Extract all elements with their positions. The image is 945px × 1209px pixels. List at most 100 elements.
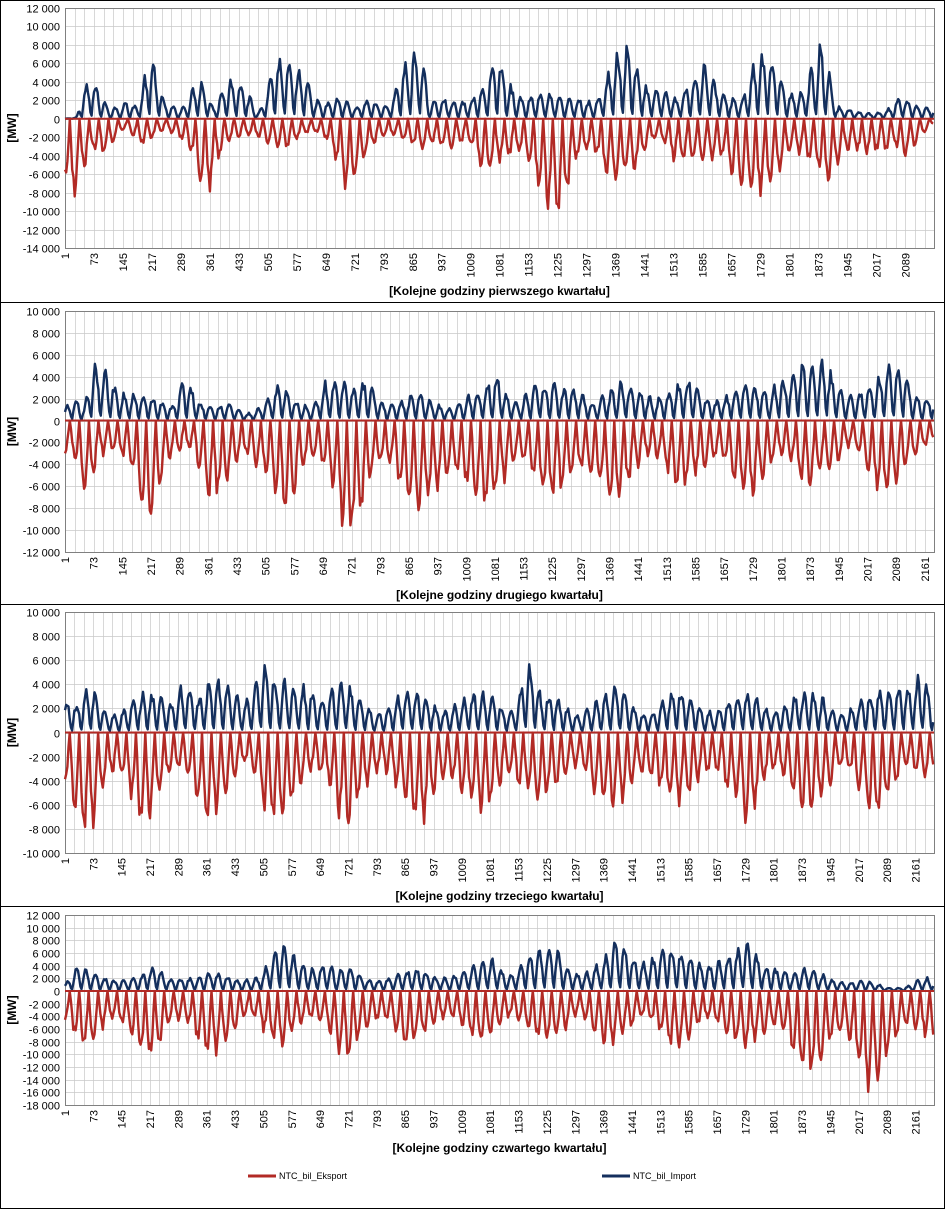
x-tick-label: 1153	[524, 253, 536, 277]
y-tick-label: 10 000	[26, 924, 60, 936]
x-tick-label: 1441	[633, 557, 645, 581]
x-tick-label: 577	[289, 557, 301, 575]
x-tick-label: 1801	[769, 858, 781, 882]
x-tick-label: 145	[117, 557, 129, 575]
x-tick-label: 1009	[461, 557, 473, 581]
legend: NTC_bil_Eksport NTC_bil_Import	[248, 1171, 697, 1181]
x-tick-label: 1081	[495, 253, 507, 277]
y-tick-label: -8 000	[29, 825, 60, 837]
chart-panel-3: 10 000 8 000 6 000 4 000 2 000 0 -2 000 -4 000 -…	[0, 604, 945, 903]
x-tick-label: 793	[372, 1110, 384, 1128]
x-tick-label: 1081	[485, 1110, 497, 1134]
y-tick-label: 2 000	[32, 395, 60, 407]
x-tick-label: 1009	[457, 858, 469, 882]
y-tick-label: -14 000	[23, 1076, 60, 1088]
x-tick-label: 217	[147, 253, 159, 271]
x-tick-label: 1873	[805, 557, 817, 581]
series-line-export	[63, 117, 934, 210]
x-tick-label: 2089	[882, 1110, 894, 1134]
x-tick-label: 721	[343, 858, 355, 876]
y-tick-label: -12 000	[23, 226, 60, 238]
x-tick-label: 433	[234, 253, 246, 271]
y-tick-label: -2 000	[29, 1000, 60, 1012]
x-tick-label: 505	[258, 858, 270, 876]
y-tick-label: -10 000	[23, 207, 60, 219]
plot-area	[65, 311, 935, 553]
y-tick-label: 2 000	[32, 704, 60, 716]
x-tick-label: 937	[433, 557, 445, 575]
series-line-export	[63, 419, 935, 527]
series-line-import	[64, 43, 935, 120]
series-line-export	[63, 989, 935, 1093]
x-tick-label: 505	[261, 557, 273, 575]
y-tick-label: -14 000	[23, 244, 60, 256]
x-tick-label: 721	[347, 557, 359, 575]
x-tick-label: 865	[408, 253, 420, 271]
y-tick-label: -16 000	[23, 1088, 60, 1100]
x-tick-label: 2089	[900, 253, 912, 277]
x-axis-title: [Kolejne godziny pierwszego kwartału]	[389, 284, 610, 298]
x-tick-label: 1441	[627, 1110, 639, 1134]
x-tick-label: 1225	[542, 858, 554, 882]
x-tick-label: 865	[400, 858, 412, 876]
y-tick-label: 12 000	[26, 4, 60, 16]
y-tick-label: 8 000	[32, 41, 60, 53]
x-tick-label: 1225	[542, 1110, 554, 1134]
x-tick-label: 721	[343, 1110, 355, 1128]
y-tick-label: -12 000	[23, 548, 60, 560]
x-tick-label: 1513	[655, 858, 667, 882]
x-tick-label: 2017	[871, 253, 883, 277]
x-tick-label: 937	[429, 858, 441, 876]
x-tick-label: 361	[202, 858, 214, 876]
x-tick-label: 505	[258, 1110, 270, 1128]
x-tick-label: 649	[315, 1110, 327, 1128]
x-tick-label: 937	[429, 1110, 441, 1128]
x-tick-label: 2089	[882, 858, 894, 882]
y-tick-label: 12 000	[26, 911, 60, 923]
y-tick-label: -4 000	[29, 460, 60, 472]
x-tick-label: 217	[146, 557, 158, 575]
x-tick-label: 505	[263, 253, 275, 271]
x-tick-label: 1009	[466, 253, 478, 277]
y-axis-title: [MW]	[5, 113, 19, 142]
x-tick-label: 1657	[727, 253, 739, 277]
y-tick-label: -2 000	[29, 133, 60, 145]
x-tick-label: 2161	[910, 1110, 922, 1134]
x-tick-label: 1369	[599, 858, 611, 882]
x-tick-label: 1297	[570, 1110, 582, 1134]
x-tick-label: 145	[117, 858, 129, 876]
x-tick-label: 2017	[854, 858, 866, 882]
x-tick-label: 577	[287, 1110, 299, 1128]
y-tick-label: 4 000	[32, 680, 60, 692]
y-tick-label: -18 000	[23, 1101, 60, 1113]
y-axis-title: [MW]	[5, 995, 19, 1024]
plot-area	[65, 8, 935, 249]
y-tick-label: -4 000	[29, 1012, 60, 1024]
chart-panel-2: 10 000 8 000 6 000 4 000 2 000 0 -2 000 -4 000 -…	[0, 302, 945, 602]
x-tick-label: 73	[88, 1110, 100, 1122]
x-tick-label: 937	[437, 253, 449, 271]
x-tick-label: 1873	[797, 858, 809, 882]
x-tick-label: 145	[117, 1110, 129, 1128]
y-tick-label: -6 000	[29, 482, 60, 494]
y-tick-label: -8 000	[29, 504, 60, 516]
x-tick-label: 73	[89, 253, 101, 265]
x-tick-label: 649	[315, 858, 327, 876]
y-tick-label: -4 000	[29, 152, 60, 164]
y-tick-label: 2 000	[32, 96, 60, 108]
x-tick-label: 1945	[842, 253, 854, 277]
x-tick-label: 1	[60, 858, 72, 864]
x-tick-label: 361	[203, 557, 215, 575]
x-tick-label: 2161	[920, 557, 932, 581]
x-tick-label: 289	[173, 1110, 185, 1128]
y-tick-label: 4 000	[32, 373, 60, 385]
x-tick-label: 433	[232, 557, 244, 575]
series-line-import	[63, 941, 935, 992]
x-tick-label: 1729	[756, 253, 768, 277]
legend-item-export: NTC_bil_Eksport	[248, 1171, 348, 1181]
y-tick-label: -8 000	[29, 189, 60, 201]
x-tick-label: 361	[202, 1110, 214, 1128]
